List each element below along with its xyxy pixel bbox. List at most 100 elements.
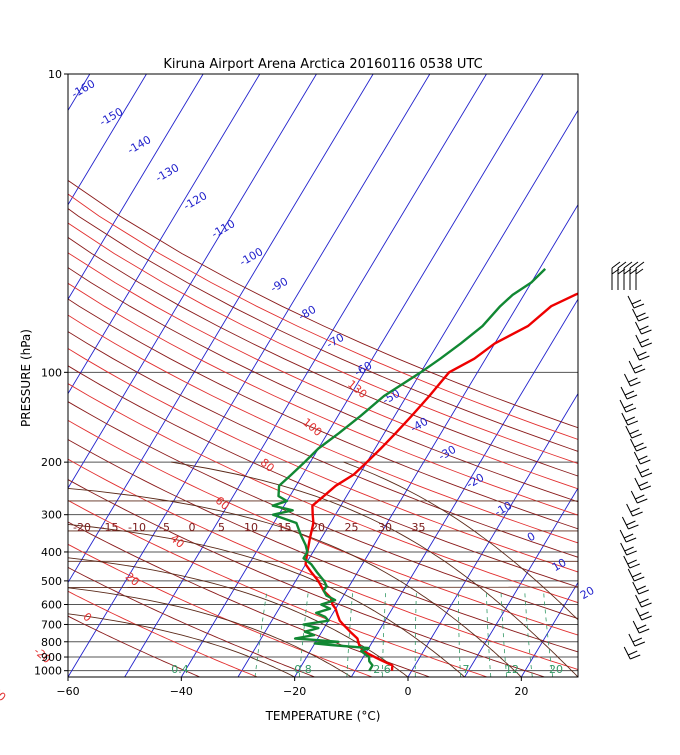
dry-adiabat-label: -90 [268,275,290,295]
wind-barb [628,360,646,374]
dry-adiabat-label: -80 [296,303,318,323]
x-tick-label: −20 [283,685,306,698]
dry-adiabat-labels: -160-150-140-130-120-110-100-90-80-70-60… [69,77,596,602]
mixing-ratio-labels: 0.4 0.8 2.6 7 12 20 [171,663,563,676]
x-axis-label: TEMPERATURE (°C) [265,709,381,723]
dry-adiabat-line [68,347,578,573]
x-tick-label: 20 [514,685,528,698]
y-tick-label: 800 [41,636,62,649]
moist-adiabat-line [171,461,578,677]
x-tick-label: −40 [170,685,193,698]
dry-adiabat-line [68,365,578,588]
mixing-ratio-line [298,593,309,677]
wind-barb [627,568,645,582]
wind-barb [625,425,642,439]
dry-adiabat-line [68,439,578,653]
isotherm-line [68,74,147,206]
wind-barb [632,347,650,361]
moist-adiabat-label: 40 [168,532,187,551]
dry-adiabat-label: -70 [324,331,346,351]
dry-adiabat-label: -40 [408,415,430,435]
isotherm-line [350,298,578,677]
mixing-ratio-label: 2.6 [373,663,391,676]
isotherm-label: 0 [189,521,196,534]
mixing-ratio-label: 20 [549,663,563,676]
isotherm-label: -5 [159,521,170,534]
isotherm-label: 5 [218,521,225,534]
isotherm-line [635,74,680,677]
wind-barb [635,607,652,621]
profile-line [304,292,578,671]
isotherm-line [68,74,374,584]
isotherm-line [577,676,578,677]
wind-barb [635,594,652,608]
moist-adiabat-line [343,461,578,621]
wind-barb [623,261,633,275]
y-tick-label: 100 [41,366,62,379]
mixing-ratio-line [458,593,461,677]
wind-barb [635,261,645,275]
moist-adiabat-label: -40 [0,683,8,705]
dry-adiabat-line [68,208,578,452]
y-tick-label: 400 [41,546,62,559]
x-tick-label: −60 [56,685,79,698]
wind-barb [620,542,637,556]
wind-barb [635,321,652,335]
wind-barb [632,581,649,595]
wind-barbs [611,261,653,660]
wind-barb [635,334,652,348]
dry-adiabat-line [68,314,578,544]
y-tick-label: 1000 [34,665,62,678]
wind-barb [633,451,651,465]
dry-adiabat-line [68,458,578,670]
isotherm-label: 30 [378,521,392,534]
dry-adiabat-label: -60 [352,359,374,379]
dry-adiabat-line [68,590,258,677]
wind-barb [632,308,649,322]
moist-adiabat-label: 100 [300,416,324,439]
wind-barb [611,261,621,275]
isotherm-line [180,74,544,677]
dry-adiabat-label: -120 [181,189,209,213]
profile-series [271,268,578,672]
mixing-ratio-line [524,593,533,677]
x-tick-label: 0 [405,685,412,698]
wind-barb [619,529,637,543]
wind-barb [634,477,652,491]
chart-title: Kiruna Airport Arena Arctica 20160116 05… [163,57,482,72]
mixing-ratio-line [486,593,492,677]
dry-adiabat-label: 0 [525,530,538,545]
isotherm-line [407,392,578,677]
wind-barb [617,261,627,275]
dry-adiabat-label: -30 [436,443,458,463]
dry-adiabat-line [68,222,578,465]
y-tick-label: 900 [41,651,62,664]
wind-barb [635,464,653,478]
mixing-ratio-label: 7 [463,663,470,676]
dry-adiabat-line [68,236,578,477]
isotherm-label: -15 [101,521,119,534]
dry-adiabat-label: -10 [492,499,514,519]
isotherm-label: 20 [311,521,325,534]
wind-barb [632,620,650,634]
dry-adiabat-label: -150 [97,105,125,129]
isotherm-label: 10 [244,521,258,534]
isotherm-line [464,487,578,677]
isotherm-label: -10 [128,521,146,534]
isotherm-line [68,74,204,301]
barb-staff-group [611,268,637,290]
isotherm-label: -20 [73,521,91,534]
wind-barb [624,373,641,387]
plot-frame [67,73,579,678]
y-tick-label: 500 [41,575,62,588]
x-axis-ticks: −60 −40 −20 0 20 [56,677,528,698]
wind-barb [621,516,639,530]
y-tick-label: 600 [41,598,62,611]
dry-adiabat-label: 10 [550,556,569,574]
mixing-ratio-line [500,593,508,677]
mixing-ratio-label: 0.8 [294,663,312,676]
y-tick-label: 200 [41,456,62,469]
moist-adiabat-label: 20 [123,570,142,589]
